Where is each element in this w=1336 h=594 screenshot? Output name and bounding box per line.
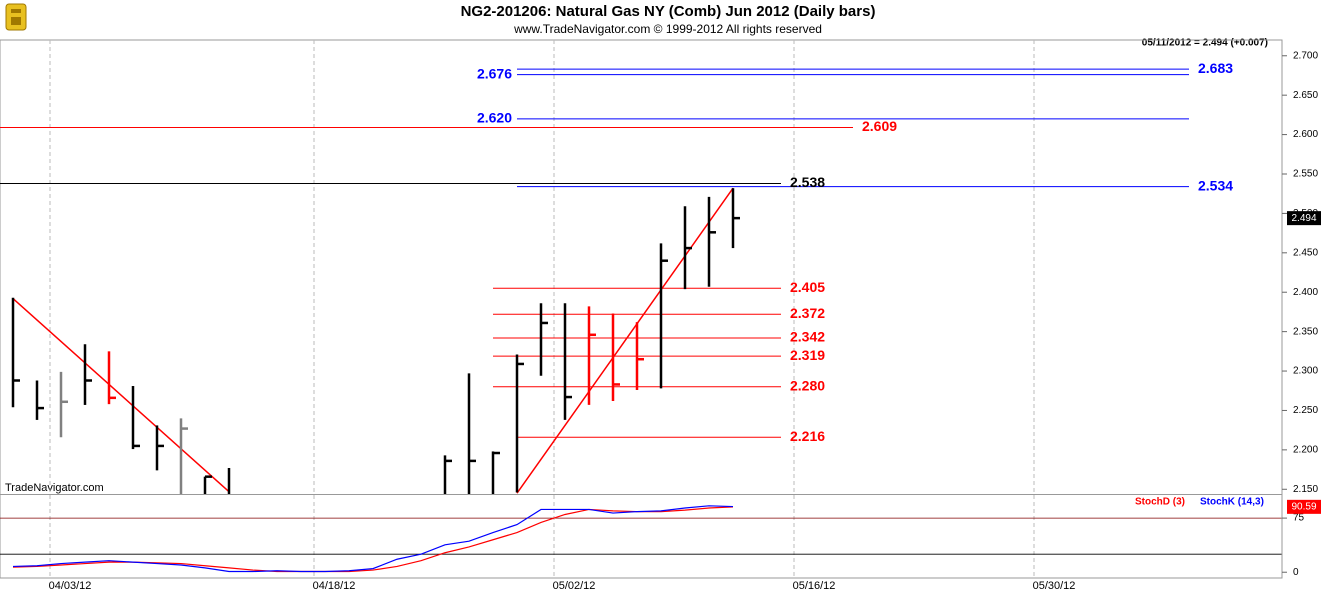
chart-title: NG2-201206: Natural Gas NY (Comb) Jun 20… bbox=[461, 3, 876, 20]
level-label: 2.216 bbox=[790, 428, 825, 444]
y-tick-label: 75 bbox=[1293, 513, 1305, 524]
level-label: 2.538 bbox=[790, 174, 825, 190]
trendline bbox=[12, 297, 230, 493]
stoch-last-box bbox=[1287, 499, 1321, 514]
trendline bbox=[516, 187, 734, 494]
y-tick-label: 2.550 bbox=[1293, 169, 1318, 180]
y-tick-label: 2.400 bbox=[1293, 287, 1318, 298]
y-tick-label: 2.600 bbox=[1293, 129, 1318, 140]
axes: 04/03/12 04/18/12 05/02/12 05/16/12 05/30/12… bbox=[49, 40, 1321, 592]
level-label: 2.609 bbox=[862, 118, 897, 134]
level-label: 2.534 bbox=[1198, 177, 1233, 193]
y-tick-label: 2.250 bbox=[1293, 405, 1318, 416]
x-tick-label: 05/30/12 bbox=[1033, 580, 1076, 592]
y-tick-label: 2.200 bbox=[1293, 445, 1318, 456]
grid bbox=[49, 40, 1035, 578]
legend-entry: StochD (3) bbox=[1135, 497, 1185, 508]
x-tick-label: 05/16/12 bbox=[793, 580, 836, 592]
stoch-last-label: 90.59 bbox=[1291, 501, 1316, 512]
y-tick-label: 2.450 bbox=[1293, 247, 1318, 258]
last-price-label: 2.494 bbox=[1291, 213, 1316, 224]
price-panel bbox=[0, 68, 1189, 494]
level-label: 2.620 bbox=[477, 110, 512, 126]
level-label: 2.319 bbox=[790, 347, 825, 363]
y-tick-label: 2.150 bbox=[1293, 484, 1318, 495]
stoch-line bbox=[12, 505, 734, 573]
x-tick-label: 04/03/12 bbox=[49, 580, 92, 592]
y-tick-label: 0 bbox=[1293, 567, 1299, 578]
y-tick-label: 2.700 bbox=[1293, 50, 1318, 61]
y-tick-label: 2.300 bbox=[1293, 366, 1318, 377]
last-price-box bbox=[1287, 211, 1321, 226]
level-label: 2.676 bbox=[477, 65, 512, 81]
x-tick-label: 04/18/12 bbox=[313, 580, 356, 592]
legend-entry: StochK (14,3) bbox=[1200, 497, 1264, 508]
y-tick-label: 2.650 bbox=[1293, 90, 1318, 101]
y-tick-label: 2.350 bbox=[1293, 326, 1318, 337]
logo bbox=[5, 3, 27, 31]
last-bar-annotation: 05/11/2012 = 2.494 (+0.007) bbox=[1142, 38, 1268, 49]
stoch-panel bbox=[0, 505, 1282, 573]
level-label: 2.280 bbox=[790, 378, 825, 394]
level-label: 2.372 bbox=[790, 305, 825, 321]
watermark: TradeNavigator.com bbox=[5, 482, 104, 494]
level-label: 2.683 bbox=[1198, 60, 1233, 76]
chart-subtitle: www.TradeNavigator.com © 1999-2012 All r… bbox=[513, 22, 822, 36]
level-label: 2.342 bbox=[790, 329, 825, 345]
x-tick-label: 05/02/12 bbox=[553, 580, 596, 592]
level-label: 2.405 bbox=[790, 279, 825, 295]
